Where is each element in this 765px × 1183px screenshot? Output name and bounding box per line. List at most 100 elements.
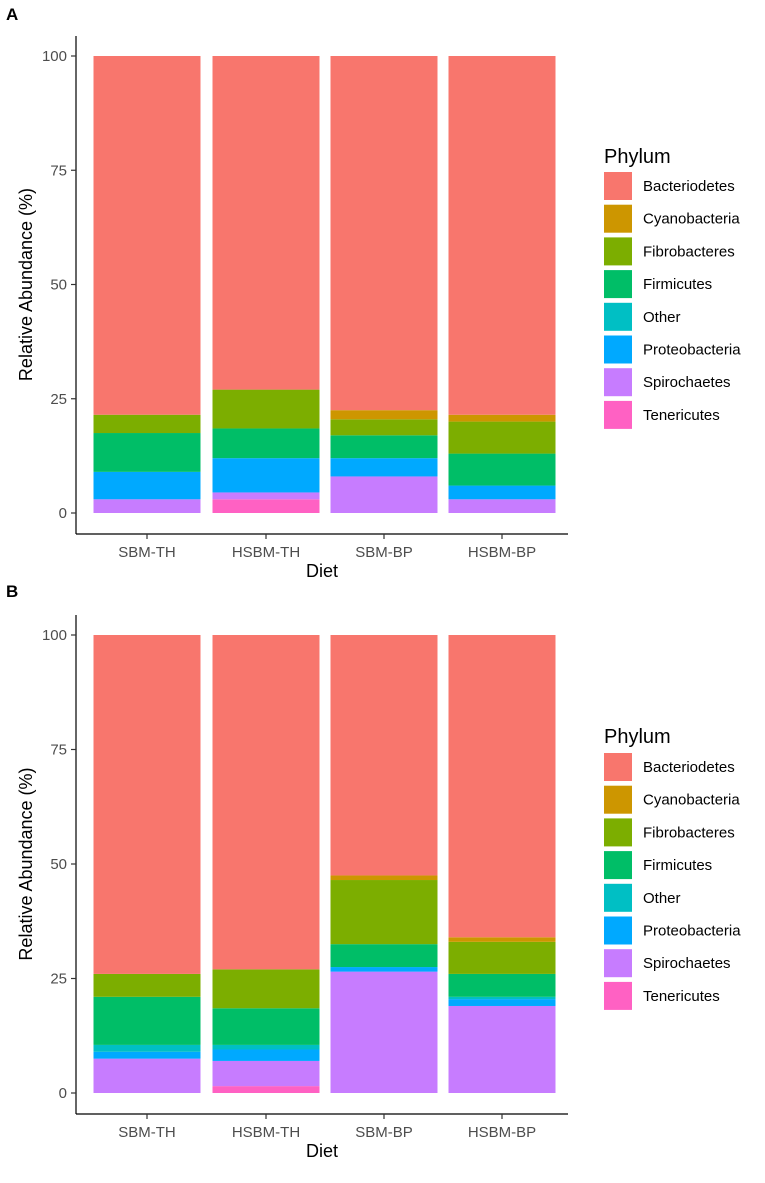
bar-segment-hsbm-th-other [212, 1044, 320, 1050]
bar-segment-sbm-bp-cyanobacteria [330, 875, 438, 881]
legend-swatch-proteobacteria [604, 916, 632, 945]
legend-label-fibrobacteres: Fibrobacteres [643, 824, 735, 841]
bar-segment-hsbm-th-tenericutes [212, 499, 320, 513]
legend-swatch-bacteriodetes [604, 753, 632, 781]
x-tick-label-hsbm-th: HSBM-TH [232, 544, 300, 561]
legend-swatch-fibrobacteres [604, 237, 632, 266]
legend-label-proteobacteria: Proteobacteria [643, 342, 741, 359]
bar-segment-hsbm-th-spirochaetes [212, 1060, 320, 1087]
bar-segment-sbm-bp-bacteriodetes [330, 635, 438, 876]
bar-segment-hsbm-th-fibrobacteres [212, 389, 320, 429]
bar-segment-hsbm-th-bacteriodetes [212, 56, 320, 390]
x-axis-title: Diet [306, 561, 338, 581]
y-tick-label: 25 [50, 391, 67, 408]
bar-segment-hsbm-th-firmicutes [212, 1008, 320, 1045]
bar-segment-sbm-th-proteobacteria [93, 471, 201, 500]
legend-swatch-spirochaetes [604, 949, 632, 978]
legend-swatch-tenericutes [604, 400, 632, 429]
panel-label-b: B [6, 582, 18, 601]
bar-segment-hsbm-th-bacteriodetes [212, 635, 320, 970]
legend-items: Bacteriodetes Cyanobacteria Fibrobacteres F… [604, 753, 741, 1010]
legend-label-tenericutes: Tenericutes [643, 988, 720, 1005]
bar-segment-hsbm-bp-cyanobacteria [448, 937, 556, 942]
bar-segment-hsbm-bp-spirochaetes [448, 1005, 556, 1093]
x-tick-label-sbm-bp: SBM-BP [355, 1124, 413, 1141]
x-tick-label-sbm-th: SBM-TH [118, 544, 176, 561]
bar-segment-sbm-th-firmicutes [93, 996, 201, 1045]
bar-segment-hsbm-bp-firmicutes [448, 453, 556, 486]
y-axis-title: Relative Abundance (%) [16, 188, 36, 381]
legend-label-other: Other [643, 309, 681, 326]
legend-swatch-other [604, 302, 632, 331]
legend-label-firmicutes: Firmicutes [643, 276, 712, 293]
x-tick-label-sbm-bp: SBM-BP [355, 544, 413, 561]
bar-segment-sbm-th-firmicutes [93, 433, 201, 472]
bar-segment-sbm-th-bacteriodetes [93, 635, 201, 974]
legend-label-proteobacteria: Proteobacteria [643, 923, 741, 940]
bar-segment-sbm-bp-firmicutes [330, 944, 438, 968]
x-tick-label-hsbm-th: HSBM-TH [232, 1124, 300, 1141]
y-tick-label: 0 [59, 1085, 67, 1102]
legend-swatch-firmicutes [604, 851, 632, 880]
legend-items: Bacteriodetes Cyanobacteria Fibrobacteres F… [604, 172, 741, 429]
bar-segment-hsbm-bp-fibrobacteres [448, 421, 556, 454]
legend-label-bacteriodetes: Bacteriodetes [643, 759, 735, 776]
legend: Phylum Bacteriodetes Cyanobacteria Fibroba… [604, 146, 741, 429]
legend-swatch-other [604, 883, 632, 912]
bar-segment-hsbm-bp-proteobacteria [448, 999, 556, 1006]
bar-segment-sbm-bp-cyanobacteria [330, 410, 438, 420]
bar-segment-sbm-th-other [93, 1044, 201, 1052]
bars-layer [93, 635, 556, 1093]
legend-title: Phylum [604, 146, 671, 168]
legend-swatch-cyanobacteria [604, 785, 632, 814]
y-tick-label: 0 [59, 505, 67, 522]
legend-label-other: Other [643, 890, 681, 907]
bar-segment-hsbm-bp-fibrobacteres [448, 941, 556, 974]
y-ticks: 0 25 50 75 100 [42, 48, 76, 522]
bar-segment-hsbm-th-spirochaetes [212, 492, 320, 500]
y-tick-label: 100 [42, 627, 67, 644]
y-tick-label: 75 [50, 162, 67, 179]
x-ticks: SBM-TH HSBM-TH SBM-BP HSBM-BP [118, 534, 536, 561]
bar-segment-sbm-th-proteobacteria [93, 1051, 201, 1059]
y-tick-label: 50 [50, 856, 67, 873]
bar-segment-sbm-bp-fibrobacteres [330, 419, 438, 436]
bar-segment-hsbm-th-fibrobacteres [212, 969, 320, 1009]
legend-label-spirochaetes: Spirochaetes [643, 374, 731, 391]
bar-segment-sbm-th-fibrobacteres [93, 973, 201, 997]
x-tick-label-hsbm-bp: HSBM-BP [468, 544, 536, 561]
legend-label-cyanobacteria: Cyanobacteria [643, 792, 740, 809]
bar-segment-sbm-bp-fibrobacteres [330, 880, 438, 945]
bar-segment-hsbm-th-firmicutes [212, 428, 320, 459]
bar-segment-hsbm-bp-bacteriodetes [448, 635, 556, 938]
legend-swatch-proteobacteria [604, 335, 632, 364]
y-tick-label: 75 [50, 742, 67, 759]
legend-label-firmicutes: Firmicutes [643, 857, 712, 874]
bar-segment-sbm-bp-firmicutes [330, 435, 438, 459]
legend-title: Phylum [604, 726, 671, 748]
bar-segment-hsbm-bp-proteobacteria [448, 485, 556, 500]
bar-segment-sbm-th-bacteriodetes [93, 56, 201, 415]
bar-segment-sbm-bp-spirochaetes [330, 971, 438, 1093]
y-axis-title: Relative Abundance (%) [16, 767, 36, 960]
legend-label-tenericutes: Tenericutes [643, 407, 720, 424]
bar-segment-sbm-th-fibrobacteres [93, 414, 201, 434]
bar-segment-hsbm-bp-other [448, 996, 556, 1000]
bars-layer [93, 56, 556, 513]
bar-segment-sbm-bp-proteobacteria [330, 458, 438, 477]
bar-segment-hsbm-th-tenericutes [212, 1086, 320, 1093]
panel-label-a: A [6, 5, 18, 24]
legend-label-fibrobacteres: Fibrobacteres [643, 243, 735, 260]
bar-segment-hsbm-bp-bacteriodetes [448, 56, 556, 415]
bar-segment-sbm-bp-proteobacteria [330, 967, 438, 972]
x-ticks: SBM-TH HSBM-TH SBM-BP HSBM-BP [118, 1114, 536, 1141]
legend-label-spirochaetes: Spirochaetes [643, 955, 731, 972]
x-tick-label-hsbm-bp: HSBM-BP [468, 1124, 536, 1141]
bar-segment-sbm-th-spirochaetes [93, 499, 201, 513]
bar-segment-sbm-bp-spirochaetes [330, 476, 438, 513]
bar-segment-hsbm-th-proteobacteria [212, 1049, 320, 1061]
legend-label-cyanobacteria: Cyanobacteria [643, 211, 740, 228]
y-tick-label: 25 [50, 971, 67, 988]
